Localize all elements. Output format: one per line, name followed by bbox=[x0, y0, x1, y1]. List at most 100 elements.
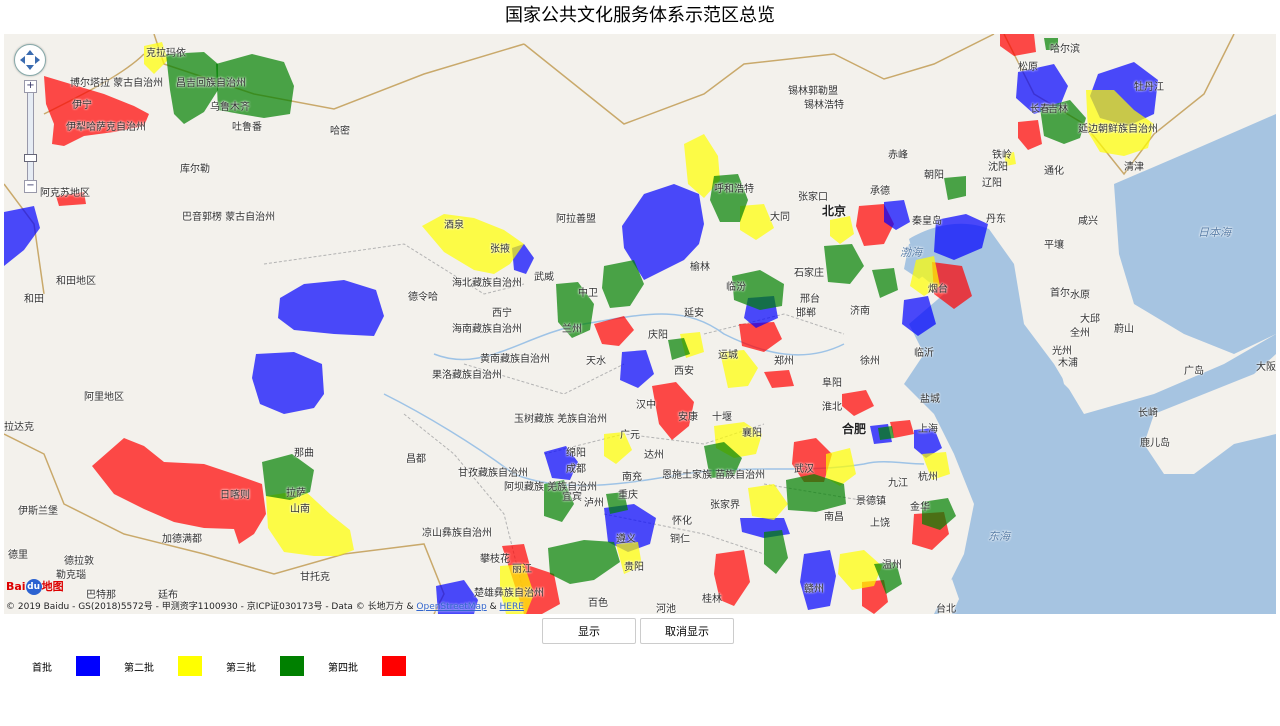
legend-item: 第二批 bbox=[124, 656, 202, 676]
zoom-slider-track[interactable] bbox=[27, 92, 34, 182]
map-label: 木浦 bbox=[1058, 358, 1078, 369]
region-third-hlj-small bbox=[1044, 38, 1058, 50]
legend: 首批 第二批 第三批 第四批 bbox=[32, 656, 430, 676]
map-label: 贵阳 bbox=[624, 562, 644, 573]
map-label: 库尔勒 bbox=[180, 164, 210, 175]
map-label: 蔚山 bbox=[1114, 324, 1134, 335]
river-yangtze bbox=[383, 393, 925, 487]
map-canvas[interactable]: 博尔塔拉 蒙古自治州 伊宁 伊犁哈萨克自治州 昌吉回族自治州 乌鲁木齐 吐鲁番 … bbox=[4, 34, 1276, 614]
map-label: 达州 bbox=[644, 450, 664, 461]
map-label: 德里 bbox=[8, 550, 28, 561]
map-label: 南充 bbox=[622, 472, 642, 483]
region-second-haixi bbox=[422, 214, 524, 274]
region-first-alashan bbox=[622, 184, 704, 280]
show-button[interactable]: 显示 bbox=[542, 618, 636, 644]
river-yellow bbox=[433, 313, 845, 361]
map-label: 济南 bbox=[850, 306, 870, 317]
baidu-logo-text: Bai bbox=[6, 580, 26, 593]
map-label: 西安 bbox=[674, 366, 694, 377]
map-label: 果洛藏族自治州 bbox=[432, 370, 502, 381]
map-label: 廷布 bbox=[158, 590, 178, 601]
region-fourth-xinyang bbox=[764, 370, 794, 388]
map-label: 通化 bbox=[1044, 166, 1064, 177]
osm-link[interactable]: OpenStreetMap bbox=[416, 602, 487, 612]
region-third-fujian bbox=[874, 562, 902, 594]
region-first-east-xj bbox=[4, 206, 40, 266]
region-first-jiangxi bbox=[800, 550, 836, 610]
map-label: 怀化 bbox=[672, 516, 692, 527]
map-label: 庆阳 bbox=[648, 330, 668, 341]
map-label: 恩施土家族 苗族自治州 bbox=[662, 470, 766, 481]
map-label: 乌鲁木齐 bbox=[210, 102, 250, 113]
region-first-chongqing bbox=[620, 350, 654, 388]
region-second-yantai bbox=[910, 256, 940, 296]
hide-button[interactable]: 取消显示 bbox=[640, 618, 734, 644]
map-label: 上饶 bbox=[870, 518, 890, 529]
region-second-weinan bbox=[720, 350, 758, 388]
zoom-slider-handle[interactable] bbox=[24, 154, 37, 162]
map-label: 临沂 bbox=[914, 348, 934, 359]
region-second-heilongjiang bbox=[1004, 152, 1016, 166]
region-third-sichuan bbox=[544, 480, 574, 522]
region-fourth-rikaze bbox=[92, 438, 266, 544]
map-label: 成都 bbox=[566, 464, 586, 475]
map-label: 广元 bbox=[620, 430, 640, 441]
legend-label: 第二批 bbox=[124, 662, 154, 674]
map-label: 阜阳 bbox=[822, 378, 842, 389]
map-label: 阿拉善盟 bbox=[556, 214, 596, 225]
map-label: 朝阳 bbox=[924, 170, 944, 181]
map-label: 伊宁 bbox=[72, 100, 92, 111]
map-label: 拉达克 bbox=[4, 422, 34, 433]
map-label: 临汾 bbox=[726, 282, 746, 293]
copyright-amp: & bbox=[486, 602, 500, 612]
korea-land bbox=[1044, 284, 1124, 404]
region-third-lanzhou bbox=[556, 282, 594, 338]
legend-swatch bbox=[382, 656, 406, 676]
map-label: 广岛 bbox=[1184, 366, 1204, 377]
region-third-tibet bbox=[262, 454, 314, 500]
region-fourth-yantai bbox=[932, 262, 972, 309]
map-label: 牡丹江 bbox=[1134, 82, 1164, 93]
map-label: 徐州 bbox=[860, 356, 880, 367]
map-label: 伊犁哈萨克自治州 bbox=[66, 122, 146, 133]
map-label: 张家界 bbox=[710, 500, 740, 511]
map-label: 阿克苏地区 bbox=[40, 188, 90, 199]
map-label: 合肥 bbox=[842, 422, 867, 436]
map-label: 酒泉 bbox=[444, 220, 464, 231]
map-label: 那曲 bbox=[294, 448, 314, 459]
here-link[interactable]: HERE bbox=[499, 602, 524, 612]
zoom-out-button[interactable]: − bbox=[24, 180, 37, 193]
map-label: 铜仁 bbox=[670, 534, 690, 545]
map-label: 阿里地区 bbox=[84, 392, 124, 403]
region-second-hubei bbox=[604, 432, 632, 464]
map-label: 北京 bbox=[822, 204, 847, 218]
map-label: 西宁 bbox=[492, 308, 512, 319]
region-fourth-yili bbox=[44, 76, 149, 146]
region-fourth-yunnan bbox=[502, 544, 560, 614]
region-third-shijiazhuang bbox=[824, 244, 864, 284]
region-first-chengdu bbox=[544, 446, 578, 480]
region-second-fujian bbox=[838, 550, 882, 590]
region-second-yanbian bbox=[1086, 90, 1154, 156]
region-fourth-fuzhou bbox=[862, 580, 888, 614]
map-label: 武汉 bbox=[794, 464, 814, 475]
map-label: 加德满都 bbox=[162, 534, 202, 545]
region-first-tibet bbox=[252, 352, 324, 414]
region-first-weihai bbox=[902, 296, 936, 336]
pan-control[interactable] bbox=[14, 44, 46, 76]
map-label: 巴音郭楞 蒙古自治州 bbox=[182, 212, 276, 223]
baidu-logo-text2: 地图 bbox=[41, 580, 64, 593]
sea-area bbox=[904, 223, 1276, 614]
map-label: 张掖 bbox=[490, 244, 510, 255]
map-label: 大同 bbox=[770, 212, 790, 223]
region-fourth-heihe bbox=[1000, 34, 1036, 56]
baidu-logo[interactable]: Bai du 地图 bbox=[6, 578, 66, 598]
region-fourth-wuhan bbox=[792, 438, 832, 482]
region-first-shanghai bbox=[914, 428, 942, 458]
region-fourth-jilin bbox=[1018, 120, 1042, 150]
taiwan-land bbox=[939, 579, 959, 614]
pan-arrows-icon bbox=[20, 50, 40, 70]
region-third-hubei bbox=[704, 442, 742, 478]
map-label: 日喀则 bbox=[220, 490, 250, 501]
map-label: 光州 bbox=[1052, 346, 1072, 357]
